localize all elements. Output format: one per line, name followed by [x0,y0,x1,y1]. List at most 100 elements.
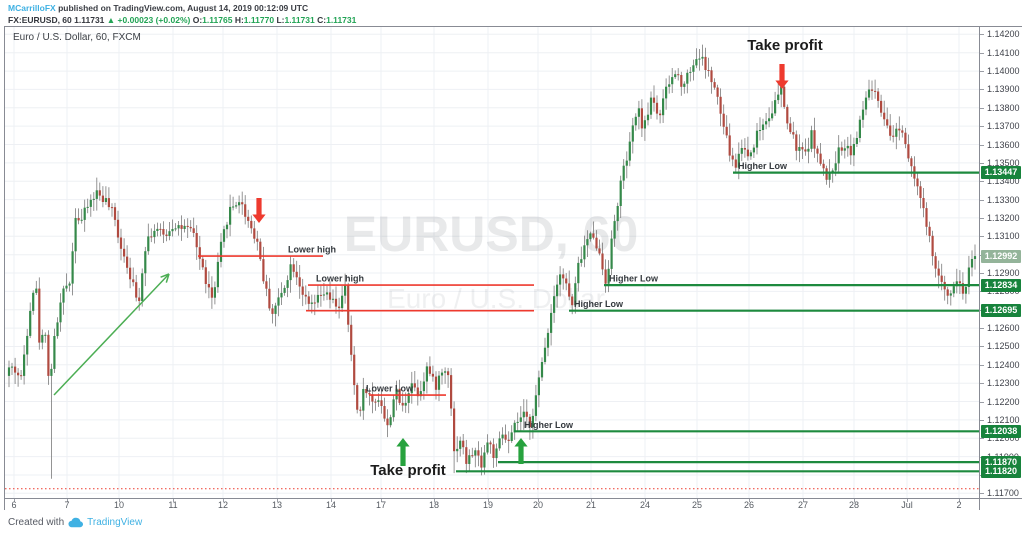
level-lines: Lower high Lower high Lower Low Higher Low H… [198,161,979,473]
level-label: Higher Low [738,161,788,171]
x-axis-label: 21 [585,500,597,510]
time-axis[interactable]: 6 7 10 11 12 13 14 17 18 19 20 21 24 25 26 27 28 Jul 2 [5,498,979,510]
open-label: O: [192,15,203,25]
y-axis-label: 1.13500 [987,158,1020,168]
y-axis-label: 1.14000 [987,66,1020,76]
x-axis-label: 14 [325,500,337,510]
x-axis-label: Jul [901,500,913,510]
x-tick [331,499,332,502]
ohlc-legend: FX:EURUSD, 60 1.11731 ▲ +0.00023 (+0.02%… [8,15,356,25]
y-axis-label: 1.12100 [987,415,1020,425]
low-label: L: [276,15,285,25]
y-axis-label: 1.12200 [987,397,1020,407]
y-axis-label: 1.14100 [987,48,1020,58]
level-label: Lower Low [366,384,414,394]
y-axis-label: 1.13200 [987,213,1020,223]
tradingview-cloud-icon [68,517,84,528]
y-tick [980,200,984,201]
y-tick [980,34,984,35]
y-axis-label: 1.12900 [987,268,1020,278]
x-tick [959,499,960,502]
x-tick [854,499,855,502]
x-axis-label: 18 [428,500,440,510]
y-axis-label: 1.12600 [987,323,1020,333]
y-tick [980,218,984,219]
y-axis-label: 1.12300 [987,378,1020,388]
y-tick [980,402,984,403]
y-tick [980,53,984,54]
x-tick [907,499,908,502]
created-with-text: Created with [8,517,65,528]
x-tick [591,499,592,502]
y-axis-label: 1.13800 [987,103,1020,113]
y-tick [980,365,984,366]
y-tick [980,71,984,72]
level-label: Lower high [288,245,336,255]
published-line: MCarrilloFX published on TradingView.com… [8,3,356,13]
y-tick [980,145,984,146]
y-tick [980,420,984,421]
take-profit-label: Take profit [370,462,446,479]
level-label: Higher Low [524,420,574,430]
high-value: 1.11770 [243,15,275,25]
x-tick [277,499,278,502]
y-tick [980,236,984,237]
tradingview-link[interactable]: TradingView [87,517,143,528]
y-axis-label: 1.13900 [987,84,1020,94]
y-axis-label: 1.13400 [987,176,1020,186]
level-label: Lower high [316,274,364,284]
snapshot-header: MCarrilloFX published on TradingView.com… [8,3,356,25]
x-axis-label: 19 [482,500,494,510]
take-profit-label: Take profit [747,37,823,54]
x-axis-label: 10 [113,500,125,510]
y-tick [980,89,984,90]
y-tick [980,273,984,274]
level-label: Higher Low [609,274,659,284]
grid-layer [5,27,979,498]
svg-text:EURUSD, 60: EURUSD, 60 [344,206,639,262]
down-arrow [775,64,789,89]
close-value: 1.11731 [326,15,357,25]
y-axis-label: 1.13100 [987,231,1020,241]
footer: Created with TradingView [8,517,142,528]
annotations-layer: Take profit Take profit [53,37,823,479]
level-price-badge: 1.12695 [981,304,1021,317]
last-price-badge: 1.12992 [981,250,1021,263]
x-axis-label: 7 [64,500,70,510]
x-axis-label: 24 [639,500,651,510]
level-price-badge: 1.11820 [981,465,1021,478]
y-axis-label: 1.13700 [987,121,1020,131]
chart-plot-area[interactable]: Euro / U.S. Dollar, 60, FXCM EURUSD, 60 E… [5,27,979,498]
x-axis-label: 26 [743,500,755,510]
x-tick [803,499,804,502]
close-label: C: [317,15,327,25]
x-tick [67,499,68,502]
x-axis-label: 12 [217,500,229,510]
y-axis-label: 1.13600 [987,140,1020,150]
chart-title: Euro / U.S. Dollar, 60, FXCM [13,32,141,43]
y-tick [980,438,984,439]
open-value: 1.11765 [202,15,233,25]
low-value: 1.11731 [284,15,315,25]
price-axis[interactable]: 1.14200 1.14100 1.14000 1.13900 1.13800 1.137… [979,27,1022,498]
x-axis-label: 28 [848,500,860,510]
author-link[interactable]: MCarrilloFX [8,3,56,13]
axis-corner [979,498,1022,510]
y-axis-label: 1.11700 [987,488,1019,498]
x-axis-label: 11 [168,500,178,510]
level-price-badge: 1.12834 [981,279,1021,292]
x-axis-label: 25 [691,500,703,510]
up-arrow [396,438,410,466]
level-price-badge: 1.12038 [981,425,1021,438]
y-tick [980,181,984,182]
x-axis-label: 2 [956,500,962,510]
level-label: Higher Low [574,299,624,309]
high-label: H: [234,15,244,25]
y-axis-label: 1.13300 [987,195,1020,205]
down-arrow [252,198,266,223]
y-tick [980,108,984,109]
y-axis-label: 1.12000 [987,433,1020,443]
